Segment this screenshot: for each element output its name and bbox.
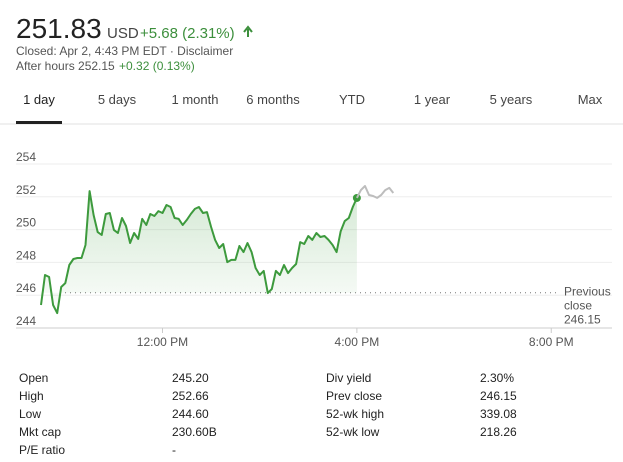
price-line <box>356 185 395 199</box>
y-tick-label: 248 <box>16 248 36 262</box>
stat-label: Open <box>19 371 48 385</box>
price: 251.83 <box>16 13 102 44</box>
y-tick-label: 250 <box>16 216 36 230</box>
reference-label: close <box>564 299 592 313</box>
stat-value: 245.20 <box>172 371 209 385</box>
tab[interactable]: YTD <box>339 92 365 107</box>
stat-value: 244.60 <box>172 407 209 421</box>
stat-label: P/E ratio <box>19 443 65 457</box>
stat-label: 52-wk high <box>326 407 384 421</box>
area <box>41 191 357 314</box>
stat-value: - <box>172 443 176 457</box>
tab[interactable]: 6 months <box>246 92 300 107</box>
stat-value: 2.30% <box>480 371 514 385</box>
x-tick-label: 4:00 PM <box>335 335 380 349</box>
tab[interactable]: 5 days <box>98 92 137 107</box>
stat-label: Div yield <box>326 371 371 385</box>
stat-value: 252.66 <box>172 389 209 403</box>
y-tick-label: 252 <box>16 183 36 197</box>
stat-value: 339.08 <box>480 407 517 421</box>
up-arrow <box>243 25 253 37</box>
tab[interactable]: 5 years <box>490 92 533 107</box>
reference-value: 246.15 <box>564 313 601 327</box>
stat-value: 230.60B <box>172 425 217 439</box>
stat-label: Prev close <box>326 389 382 403</box>
price-line <box>40 190 358 315</box>
tab[interactable]: 1 year <box>414 92 451 107</box>
tab[interactable]: 1 month <box>172 92 219 107</box>
change: +5.68 (2.31%) <box>140 25 235 42</box>
stat-value: 246.15 <box>480 389 517 403</box>
reference-label: Previous <box>564 285 611 299</box>
after-hours: After hours 252.15 <box>16 59 115 73</box>
status: Closed: Apr 2, 4:43 PM EDT · Disclaimer <box>16 44 233 58</box>
stat-label: Low <box>19 407 41 421</box>
last-point <box>352 193 361 202</box>
x-tick-label: 8:00 PM <box>529 335 574 349</box>
currency: USD <box>107 25 139 42</box>
stat-label: Mkt cap <box>19 425 61 439</box>
x-tick-label: 12:00 PM <box>137 335 188 349</box>
tab[interactable]: Max <box>578 92 603 107</box>
y-tick-label: 246 <box>16 281 36 295</box>
tab[interactable]: 1 day <box>23 92 55 107</box>
stat-label: High <box>19 389 44 403</box>
stat-label: 52-wk low <box>326 425 380 439</box>
tab-underline <box>16 121 62 124</box>
stat-value: 218.26 <box>480 425 517 439</box>
y-tick-label: 244 <box>16 314 36 328</box>
y-tick-label: 254 <box>16 150 36 164</box>
after-hours-change: +0.32 (0.13%) <box>119 59 195 73</box>
